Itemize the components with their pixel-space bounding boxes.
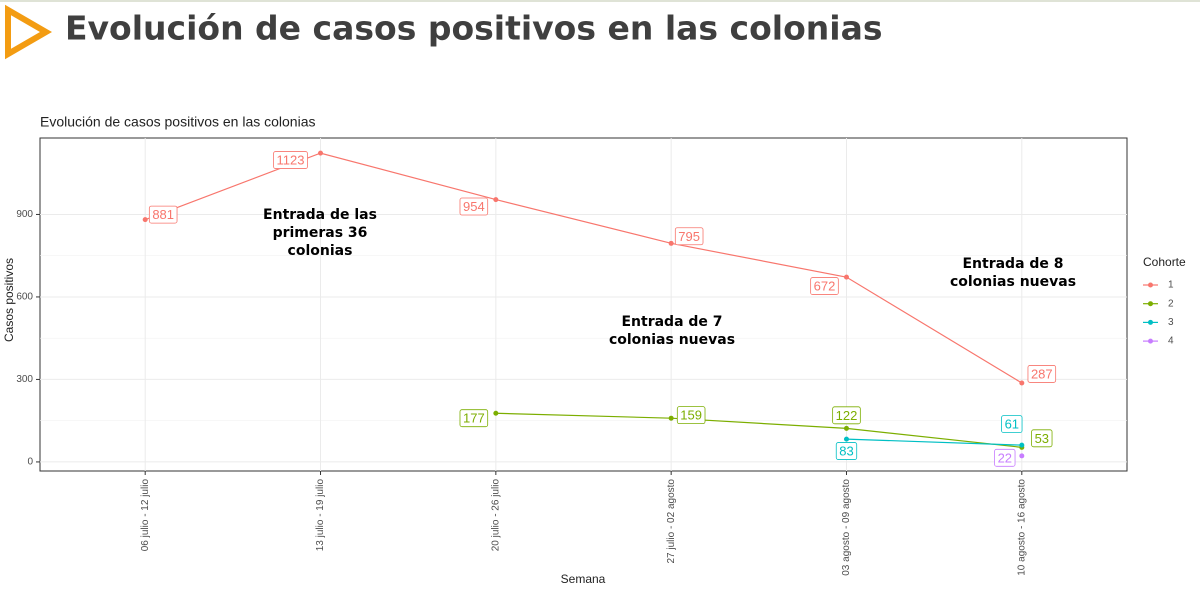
data-point [1019, 380, 1025, 386]
data-label-group: 53 [1031, 429, 1053, 448]
data-label-group: 954 [459, 197, 489, 216]
data-label-box [148, 205, 178, 224]
x-tick-label: 10 agosto - 16 agosto [1016, 479, 1027, 576]
legend-dot [1148, 319, 1153, 325]
data-label: 1123 [277, 153, 305, 168]
y-tick-label: 600 [16, 292, 33, 303]
x-tick-label: 13 julio - 19 julio [315, 479, 326, 552]
series-line [846, 438, 1022, 446]
data-label: 177 [463, 411, 485, 426]
data-point [843, 436, 849, 442]
data-label-box [676, 406, 706, 425]
data-label-box [835, 442, 858, 460]
legend-label: 3 [1168, 317, 1174, 328]
data-label-group: 881 [148, 205, 178, 224]
data-label: 53 [1035, 431, 1049, 446]
data-point [843, 274, 849, 280]
data-label-box [273, 151, 308, 169]
x-axis-label: Semana [561, 572, 606, 586]
data-point [843, 425, 849, 431]
data-label-box [459, 409, 489, 428]
data-label-box [994, 448, 1016, 467]
annotation: colonias [288, 243, 353, 259]
data-label-box [674, 227, 704, 246]
data-label-group: 177 [459, 409, 489, 428]
legend-label: 4 [1168, 336, 1174, 347]
data-label: 122 [836, 408, 858, 423]
series-line [495, 412, 1022, 448]
y-tick-label: 900 [16, 209, 33, 220]
data-label-box [810, 277, 839, 295]
legend-label: 1 [1168, 280, 1174, 291]
data-label: 61 [1005, 417, 1019, 432]
x-tick-label: 03 agosto - 09 agosto [841, 479, 852, 576]
data-label: 159 [680, 408, 702, 423]
data-label-box [1027, 365, 1057, 383]
plot-panel [39, 137, 1128, 472]
data-point [1019, 442, 1025, 448]
y-tick-label: 0 [27, 457, 33, 468]
annotation: colonias nuevas [609, 332, 735, 348]
data-label: 22 [998, 450, 1012, 465]
data-label-group: 159 [676, 406, 706, 425]
page-title: Evolución de casos positivos en las colo… [65, 9, 882, 48]
data-label: 954 [463, 199, 485, 214]
logo-triangle [5, 4, 52, 60]
data-label-group: 61 [1001, 415, 1023, 433]
data-label-group: 287 [1027, 365, 1057, 383]
data-label: 83 [839, 444, 853, 459]
legend-title: Cohorte [1143, 255, 1186, 269]
y-axis-label: Casos positivos [2, 258, 16, 342]
data-point [668, 240, 674, 246]
data-label: 795 [678, 229, 700, 244]
data-label-box [459, 197, 489, 216]
chart-title: Evolución de casos positivos en las colo… [40, 114, 316, 130]
data-label-group: 22 [994, 448, 1016, 467]
legend-dot [1148, 282, 1153, 288]
data-point [493, 197, 499, 203]
x-tick-label: 06 julio - 12 julio [140, 479, 151, 552]
data-label: 881 [152, 207, 174, 222]
annotation: Entrada de las [263, 207, 377, 223]
data-label-box [1031, 429, 1053, 448]
data-point [668, 415, 674, 421]
data-label-box [1001, 415, 1023, 433]
data-point [493, 410, 499, 416]
data-label-group: 795 [674, 227, 704, 246]
data-point [1019, 453, 1025, 459]
x-tick-label: 27 julio - 02 agosto [666, 479, 677, 564]
y-tick-label: 300 [16, 374, 33, 385]
x-tick-label: 20 julio - 26 julio [490, 479, 501, 552]
annotation: primeras 36 [273, 225, 368, 241]
data-label-box [832, 406, 861, 425]
legend-dot [1148, 301, 1153, 307]
data-label: 287 [1031, 366, 1053, 381]
data-label-group: 122 [832, 406, 861, 425]
data-label-group: 83 [835, 442, 858, 460]
data-point [142, 217, 148, 223]
legend-label: 2 [1168, 298, 1174, 309]
data-label-group: 672 [810, 277, 839, 295]
annotation: Entrada de 7 [621, 314, 722, 330]
annotation: Entrada de 8 [962, 256, 1063, 272]
data-point [318, 150, 324, 156]
data-label: 672 [814, 279, 836, 294]
annotation: colonias nuevas [950, 274, 1076, 290]
data-label-group: 1123 [273, 151, 308, 169]
legend-dot [1148, 338, 1153, 344]
